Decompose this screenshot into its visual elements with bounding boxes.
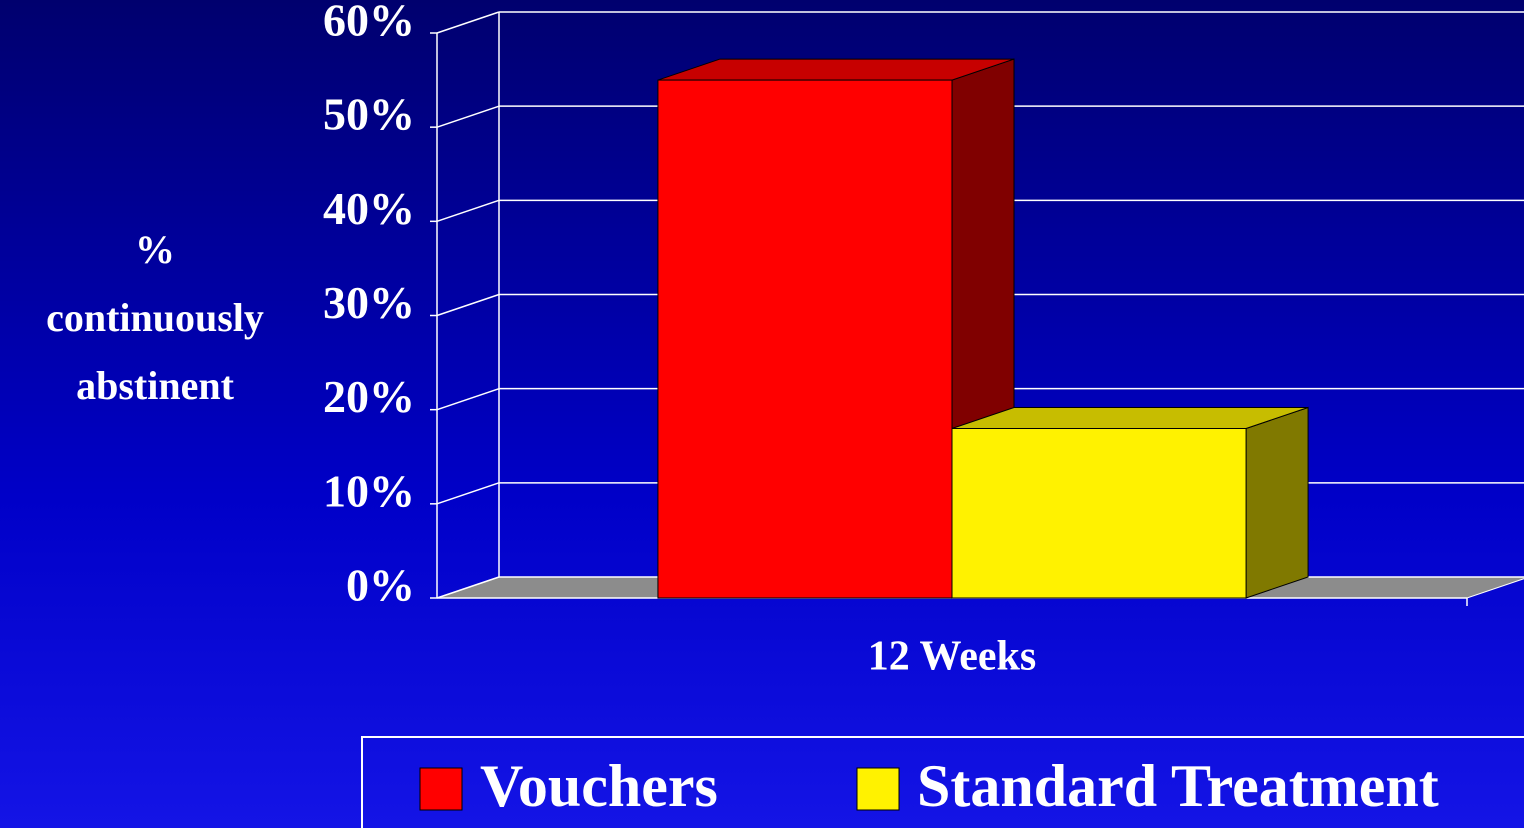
- bar-top: [657, 58, 1015, 81]
- legend-swatch: [419, 767, 463, 811]
- y-tick-label: 20%: [323, 371, 415, 422]
- grid-line-side: [436, 387, 500, 411]
- grid-line-side: [436, 11, 500, 34]
- bar-3d: [951, 406, 1309, 599]
- bar: [657, 79, 953, 599]
- bar-side: [1245, 406, 1309, 599]
- y-axis-label: % continuously abstinent: [46, 227, 264, 408]
- grid-line-side: [436, 105, 500, 128]
- x-tick-label: 12 Weeks: [868, 634, 1036, 680]
- legend-label: Standard Treatment: [917, 753, 1439, 819]
- grid-line-side: [436, 576, 500, 599]
- grid-line-side: [436, 482, 500, 505]
- y-tick-label: 0%: [346, 560, 415, 611]
- grid-line-side: [436, 199, 500, 223]
- y-tick-label: 30%: [323, 277, 415, 328]
- bar-top: [951, 407, 1309, 429]
- grid-line-side: [436, 293, 500, 317]
- legend-label: Vouchers: [480, 753, 718, 819]
- bar: [951, 428, 1247, 599]
- y-tick-label: 10%: [323, 465, 415, 516]
- y-tick-label: 50%: [323, 89, 415, 140]
- legend-box: [361, 736, 1524, 828]
- legend-swatch: [856, 767, 900, 811]
- y-tick-label: 60%: [323, 0, 415, 46]
- y-tick-label: 40%: [323, 183, 415, 234]
